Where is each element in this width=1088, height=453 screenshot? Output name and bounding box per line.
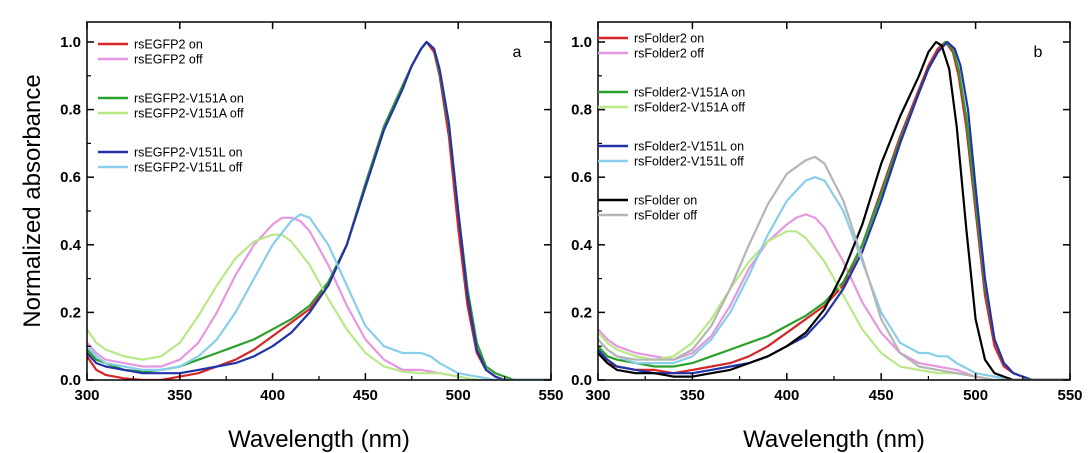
x-tick-label: 550	[538, 387, 563, 404]
legend-label: rsFolder2-V151L off	[634, 155, 744, 169]
legend-label: rsFolder on	[634, 194, 697, 208]
series-line-rsfolder2-v151l-on	[598, 40, 1070, 380]
x-axis-title: Wavelength (nm)	[228, 426, 410, 453]
panel-letter: a	[513, 44, 522, 61]
x-axis-title: Wavelength (nm)	[743, 426, 925, 453]
legend-label: rsEGFP2-V151L on	[134, 146, 243, 160]
series-line-rsfolder2-off	[598, 213, 1070, 380]
legend-label: rsEGFP2-V151L off	[134, 161, 243, 175]
x-tick-label: 300	[74, 387, 99, 404]
y-tick-label: 0.8	[60, 102, 81, 119]
series-group	[598, 40, 1070, 380]
y-tick-label: 0.8	[571, 102, 592, 119]
y-tick-label: 0.6	[60, 169, 81, 186]
legend-label: rsFolder2-V151A off	[634, 101, 745, 115]
legend-label: rsEGFP2-V151A off	[134, 107, 244, 121]
y-tick-label: 0.2	[571, 304, 592, 321]
plot-frame	[86, 21, 552, 381]
y-tick-label: 0.0	[60, 372, 81, 389]
series-line-rsegfp2-v151l-on	[87, 40, 551, 380]
panel-b: 300 350 400 450 500 550 0.0 0.2 0.4 0.6 0.8 1.0 Wave…	[571, 21, 1083, 453]
x-tick-label: 450	[869, 387, 894, 404]
legend-label: rsFolder2 on	[634, 32, 704, 46]
x-tick-label: 450	[353, 387, 378, 404]
y-axis-title: Normalized absorbance	[19, 74, 46, 327]
y-tick-label: 0.2	[60, 304, 81, 321]
x-tick-label: 500	[963, 387, 988, 404]
y-tick-label: 0.6	[571, 169, 592, 186]
series-line-rsegfp2-v151a-off	[87, 233, 551, 380]
x-tick-label: 500	[446, 387, 471, 404]
panel-letter: b	[1034, 44, 1043, 61]
series-line-rsegfp2-v151l-off	[87, 213, 551, 380]
series-group	[87, 40, 551, 380]
legend-label: rsFolder2-V151A on	[634, 86, 745, 100]
series-line-rsfolder2-v151l-off	[598, 176, 1070, 380]
legend-label: rsFolder off	[634, 209, 698, 223]
panel-a: 300 350 400 450 500 550 0.0 0.2 0.4 0.6 0.8 1.0 Wave…	[60, 21, 564, 453]
x-tick-label: 400	[774, 387, 799, 404]
legend-label: rsEGFP2 off	[134, 53, 203, 67]
y-tick-label: 1.0	[60, 34, 81, 51]
x-tick-label: 350	[680, 387, 705, 404]
y-tick-label: 0.4	[571, 237, 593, 254]
y-tick-label: 0.0	[571, 372, 592, 389]
x-tick-label: 400	[260, 387, 285, 404]
x-tick-label: 550	[1057, 387, 1082, 404]
legend-label: rsEGFP2 on	[134, 38, 203, 52]
legend-label: rsFolder2 off	[634, 47, 704, 61]
x-tick-label: 300	[585, 387, 610, 404]
series-line-rsfolder-off	[598, 155, 1070, 380]
series-line-rsfolder-on	[598, 40, 1070, 380]
legend-label: rsEGFP2-V151A on	[134, 92, 244, 106]
x-tick-label: 350	[167, 387, 192, 404]
y-tick-label: 1.0	[571, 34, 592, 51]
y-tick-label: 0.4	[60, 237, 82, 254]
legend-label: rsFolder2-V151L on	[634, 140, 744, 154]
